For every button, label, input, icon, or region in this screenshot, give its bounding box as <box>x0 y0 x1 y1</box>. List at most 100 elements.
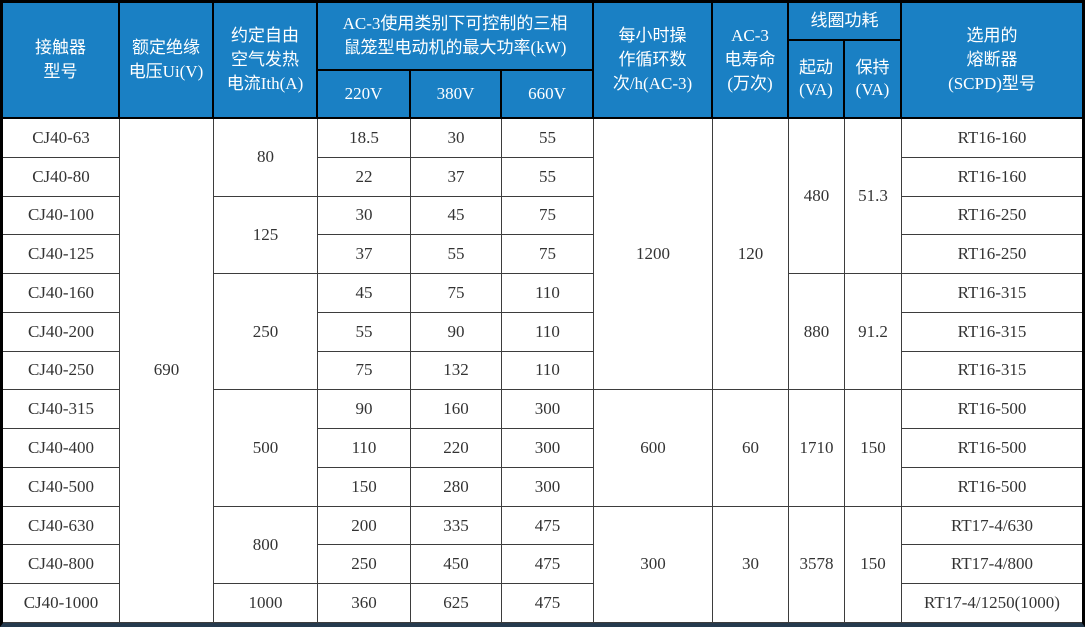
model-cell: CJ40-500 <box>3 467 120 507</box>
thermal-current-cell: 500 <box>214 390 318 507</box>
kw660-cell: 300 <box>502 429 594 468</box>
fuse-cell: RT16-250 <box>902 235 1082 275</box>
model-cell: CJ40-200 <box>3 312 120 352</box>
kw660-cell: 475 <box>502 545 594 585</box>
kw380-cell: 30 <box>411 119 502 158</box>
kw380-cell: 45 <box>411 196 502 236</box>
header-kw-subcolumns: 220V 380V 660V <box>318 71 592 117</box>
kw660-cell: 110 <box>502 274 594 313</box>
model-cell: CJ40-400 <box>3 429 120 468</box>
kw220-cell: 45 <box>318 274 411 313</box>
fuse-cell: RT17-4/630 <box>902 506 1082 546</box>
fuse-cell: RT16-500 <box>902 390 1082 430</box>
kw220-cell: 360 <box>318 584 411 623</box>
kw220-cell: 200 <box>318 506 411 546</box>
header-coil-hold: 保持 (VA) <box>855 57 890 99</box>
kw220-cell: 22 <box>318 157 411 197</box>
kw380-cell: 280 <box>411 467 502 507</box>
header-cycles: 每小时操 作循环数 次/h(AC-3) <box>594 3 713 119</box>
kw220-cell: 55 <box>318 312 411 352</box>
coil-start-cell: 3578 <box>789 506 845 623</box>
model-cell: CJ40-315 <box>3 390 120 430</box>
kw380-cell: 160 <box>411 390 502 430</box>
header-insulation-voltage: 额定绝缘 电压Ui(V) <box>120 3 214 119</box>
thermal-current-cell: 1000 <box>214 584 318 623</box>
kw660-cell: 110 <box>502 312 594 352</box>
kw380-cell: 335 <box>411 506 502 546</box>
fuse-cell: RT16-500 <box>902 429 1082 468</box>
header-electrical-life: AC-3 电寿命 (万次) <box>713 3 789 119</box>
thermal-current-cell: 125 <box>214 196 318 275</box>
header-coil-title: 线圈功耗 <box>789 3 900 41</box>
header-kw-380v: 380V <box>411 71 502 117</box>
header-kw-220v: 220V <box>318 71 411 117</box>
kw220-cell: 250 <box>318 545 411 585</box>
kw660-cell: 55 <box>502 157 594 197</box>
thermal-current-cell: 800 <box>214 506 318 585</box>
model-cell: CJ40-80 <box>3 157 120 197</box>
kw380-cell: 450 <box>411 545 502 585</box>
model-cell: CJ40-800 <box>3 545 120 585</box>
model-cell: CJ40-250 <box>3 351 120 391</box>
kw220-cell: 30 <box>318 196 411 236</box>
kw220-cell: 18.5 <box>318 119 411 158</box>
model-cell: CJ40-1000 <box>3 584 120 623</box>
kw660-cell: 300 <box>502 390 594 430</box>
kw660-cell: 110 <box>502 351 594 391</box>
kw380-cell: 75 <box>411 274 502 313</box>
fuse-cell: RT16-315 <box>902 312 1082 352</box>
coil-start-cell: 880 <box>789 274 845 391</box>
kw660-cell: 475 <box>502 506 594 546</box>
header-coil-subcolumns: 起动 (VA) 保持 (VA) <box>789 41 900 117</box>
kw660-cell: 55 <box>502 119 594 158</box>
kw220-cell: 37 <box>318 235 411 275</box>
fuse-cell: RT16-160 <box>902 157 1082 197</box>
life-cell: 120 <box>713 119 789 391</box>
kw380-cell: 625 <box>411 584 502 623</box>
kw380-cell: 55 <box>411 235 502 275</box>
kw660-cell: 300 <box>502 467 594 507</box>
header-kw-660v: 660V <box>528 83 566 103</box>
kw220-cell: 150 <box>318 467 411 507</box>
kw220-cell: 90 <box>318 390 411 430</box>
coil-start-cell: 1710 <box>789 390 845 507</box>
kw380-cell: 220 <box>411 429 502 468</box>
kw380-cell: 132 <box>411 351 502 391</box>
header-coil-start: 起动 (VA) <box>789 41 845 117</box>
fuse-cell: RT17-4/800 <box>902 545 1082 585</box>
kw660-cell: 75 <box>502 196 594 236</box>
coil-hold-cell: 91.2 <box>845 274 902 391</box>
life-cell: 30 <box>713 506 789 623</box>
kw220-cell: 75 <box>318 351 411 391</box>
fuse-cell: RT17-4/1250(1000) <box>902 584 1082 623</box>
model-cell: CJ40-160 <box>3 274 120 313</box>
header-coil-group: 线圈功耗 起动 (VA) 保持 (VA) <box>789 3 902 119</box>
coil-hold-cell: 51.3 <box>845 119 902 275</box>
insulation-voltage-cell: 690 <box>120 119 214 623</box>
model-cell: CJ40-63 <box>3 119 120 158</box>
cycles-cell: 600 <box>594 390 713 507</box>
coil-start-cell: 480 <box>789 119 845 275</box>
cycles-cell: 300 <box>594 506 713 623</box>
header-kw-title: AC-3使用类别下可控制的三相 鼠笼型电动机的最大功率(kW) <box>318 3 592 71</box>
kw660-cell: 475 <box>502 584 594 623</box>
fuse-cell: RT16-315 <box>902 351 1082 391</box>
coil-hold-cell: 150 <box>845 506 902 623</box>
kw380-cell: 90 <box>411 312 502 352</box>
header-thermal-current: 约定自由 空气发热 电流Ith(A) <box>214 3 318 119</box>
header-fuse: 选用的 熔断器 (SCPD)型号 <box>902 3 1082 119</box>
fuse-cell: RT16-500 <box>902 467 1082 507</box>
model-cell: CJ40-100 <box>3 196 120 236</box>
kw380-cell: 37 <box>411 157 502 197</box>
fuse-cell: RT16-160 <box>902 119 1082 158</box>
model-cell: CJ40-630 <box>3 506 120 546</box>
header-kw-group: AC-3使用类别下可控制的三相 鼠笼型电动机的最大功率(kW) 220V 380… <box>318 3 594 119</box>
fuse-cell: RT16-250 <box>902 196 1082 236</box>
thermal-current-cell: 80 <box>214 119 318 197</box>
header-model: 接触器 型号 <box>3 3 120 119</box>
cycles-cell: 1200 <box>594 119 713 391</box>
kw660-cell: 75 <box>502 235 594 275</box>
fuse-cell: RT16-315 <box>902 274 1082 313</box>
